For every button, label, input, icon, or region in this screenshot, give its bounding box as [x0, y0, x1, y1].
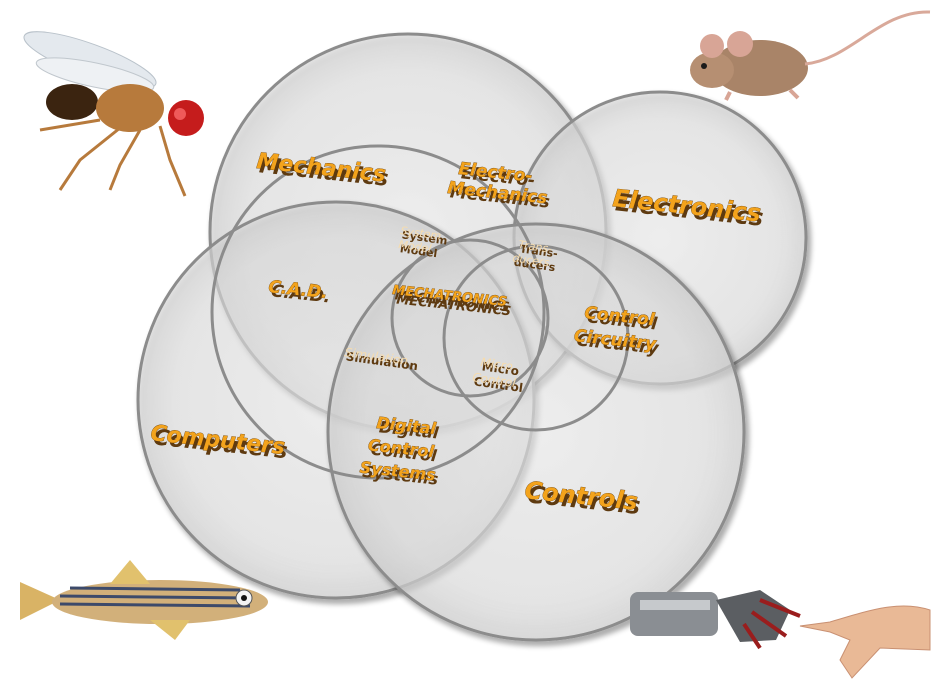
- micro-control-label: Micro Micro Control Control: [471, 355, 524, 395]
- system-model-label: System System Model Model: [398, 224, 449, 260]
- svg-text:ducers: ducers: [512, 251, 551, 269]
- control-circuitry-label: Control Control Circuitry Circuitry: [573, 303, 661, 359]
- svg-text:System: System: [401, 228, 448, 247]
- svg-text:Trans-: Trans-: [519, 242, 559, 260]
- controls-circle: [326, 222, 746, 642]
- svg-text:System: System: [400, 224, 442, 243]
- mouse-image: [690, 10, 931, 101]
- svg-text:ducers: ducers: [513, 256, 557, 275]
- svg-text:Control: Control: [367, 435, 435, 461]
- transducers-label: Trans- Trans- ducers ducers: [512, 238, 559, 275]
- svg-text:Micro: Micro: [481, 359, 520, 378]
- svg-text:Control: Control: [473, 374, 524, 395]
- controls-label: Controls Controls: [523, 476, 642, 520]
- inner-center-circle: [390, 238, 550, 398]
- svg-text:Micro: Micro: [480, 355, 514, 373]
- cad-label: C.A.D. C.A.D.: [267, 277, 331, 308]
- svg-text:Trans-: Trans-: [518, 238, 553, 256]
- zebrafish-image: [20, 560, 268, 640]
- svg-text:Control: Control: [471, 370, 517, 390]
- svg-text:Model: Model: [399, 242, 438, 260]
- fruit-fly-image: [23, 31, 204, 197]
- digital-control-systems-label: Digital Digital Control Control Systems …: [359, 413, 440, 489]
- circles-layer: [136, 32, 808, 642]
- robot-and-human-hands-image: [630, 590, 931, 679]
- inner-right-circle: [442, 244, 630, 432]
- svg-text:Model: Model: [398, 238, 433, 255]
- inner-left-circle: [210, 144, 546, 480]
